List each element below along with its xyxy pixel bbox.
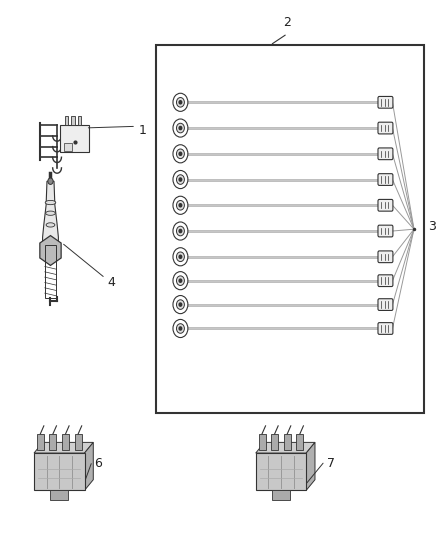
FancyBboxPatch shape [377, 148, 392, 160]
Bar [37, 434, 44, 450]
Circle shape [173, 93, 187, 111]
Circle shape [173, 145, 187, 163]
FancyBboxPatch shape [377, 251, 392, 263]
Bar [283, 434, 290, 450]
Bar [74, 434, 81, 450]
Circle shape [179, 229, 181, 232]
Text: 3: 3 [427, 220, 435, 233]
Text: 6: 6 [94, 457, 102, 470]
Bar [50, 490, 68, 500]
Circle shape [179, 279, 181, 282]
Ellipse shape [45, 200, 56, 205]
Circle shape [179, 303, 181, 306]
Bar [78, 116, 81, 125]
Circle shape [176, 226, 184, 236]
Bar [64, 143, 72, 151]
FancyBboxPatch shape [377, 174, 392, 185]
Circle shape [176, 175, 184, 184]
Circle shape [176, 98, 184, 107]
Text: 2: 2 [283, 17, 291, 29]
Circle shape [173, 119, 187, 137]
Bar [272, 490, 289, 500]
Circle shape [179, 255, 181, 259]
Circle shape [176, 252, 184, 262]
Circle shape [176, 149, 184, 159]
FancyBboxPatch shape [377, 275, 392, 287]
Text: 4: 4 [107, 276, 115, 289]
Polygon shape [34, 442, 93, 453]
Bar [49, 434, 57, 450]
Circle shape [173, 319, 187, 337]
FancyBboxPatch shape [377, 225, 392, 237]
Text: 7: 7 [326, 457, 334, 470]
Circle shape [176, 324, 184, 333]
Bar [155, 45, 423, 413]
Bar [258, 434, 265, 450]
Ellipse shape [46, 223, 55, 227]
Circle shape [179, 101, 181, 104]
Bar [62, 434, 69, 450]
Circle shape [179, 152, 181, 156]
Bar [60, 125, 88, 152]
Circle shape [48, 178, 53, 184]
Bar [71, 116, 74, 125]
Circle shape [179, 204, 181, 207]
Bar [45, 245, 56, 298]
Polygon shape [306, 442, 314, 490]
Circle shape [179, 126, 181, 130]
Circle shape [173, 248, 187, 266]
FancyBboxPatch shape [377, 199, 392, 211]
Circle shape [176, 276, 184, 286]
Bar [34, 453, 84, 490]
Circle shape [176, 200, 184, 210]
Circle shape [179, 178, 181, 181]
Circle shape [176, 123, 184, 133]
FancyBboxPatch shape [377, 322, 392, 334]
Polygon shape [40, 236, 61, 265]
Circle shape [179, 327, 181, 330]
FancyBboxPatch shape [377, 96, 392, 108]
Circle shape [173, 272, 187, 290]
Circle shape [173, 295, 187, 313]
Bar [271, 434, 278, 450]
Ellipse shape [46, 211, 55, 215]
Circle shape [173, 171, 187, 189]
Bar [64, 116, 68, 125]
Polygon shape [42, 181, 58, 251]
Circle shape [176, 300, 184, 309]
FancyBboxPatch shape [377, 298, 392, 310]
Polygon shape [255, 442, 314, 453]
Circle shape [173, 222, 187, 240]
Text: 1: 1 [138, 124, 146, 137]
Bar [296, 434, 303, 450]
FancyBboxPatch shape [377, 122, 392, 134]
Circle shape [173, 196, 187, 214]
Bar [255, 453, 306, 490]
Polygon shape [84, 442, 93, 490]
